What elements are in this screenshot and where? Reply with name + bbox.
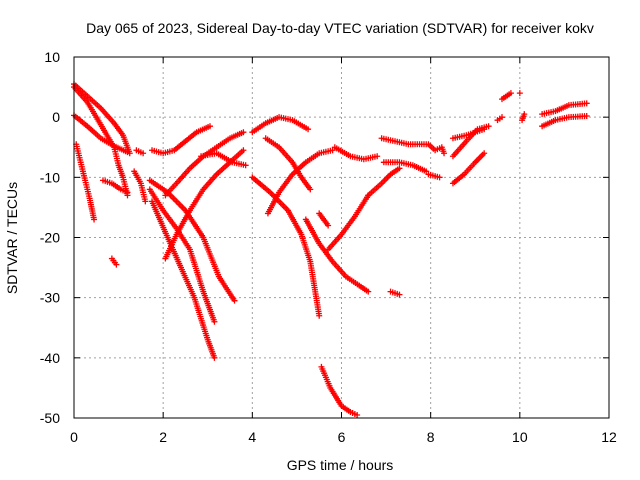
series-arc-34 (494, 114, 505, 124)
y-tick-label: -40 (40, 350, 60, 366)
y-tick-labels: -50 -40 -30 -20 -10 0 10 (40, 49, 60, 426)
data-point (583, 100, 590, 107)
data-point (211, 318, 218, 325)
series-arc-4 (73, 141, 98, 223)
data-point (206, 123, 213, 130)
data-point (507, 90, 514, 97)
data-point (481, 150, 488, 157)
series-arc-5 (99, 177, 131, 196)
data-point (142, 198, 149, 205)
series-arc-9 (149, 123, 213, 157)
series-arc-8 (131, 168, 149, 205)
data-point (242, 162, 249, 169)
y-tick-label: -10 (40, 169, 60, 185)
data-point (305, 126, 312, 133)
data-point (124, 149, 131, 156)
data-point (374, 153, 381, 160)
data-point (423, 168, 430, 175)
data-point (365, 288, 372, 295)
y-tick-label: 10 (44, 49, 60, 65)
data-point (124, 189, 131, 196)
y-tick-label: -50 (40, 410, 60, 426)
data-point (521, 111, 528, 118)
data-point (436, 174, 443, 181)
data-point (583, 112, 590, 119)
series-arc-35 (499, 90, 514, 103)
series-arc-21 (325, 192, 372, 253)
data-point (140, 150, 147, 157)
series-arc-36 (519, 111, 528, 124)
series-arc-12 (146, 177, 238, 304)
data-point (485, 123, 492, 130)
data-point (307, 186, 314, 193)
x-tick-label: 10 (512, 429, 528, 445)
series-arc-6 (108, 255, 120, 268)
series-arc-22 (331, 144, 381, 163)
series-arc-29 (425, 141, 448, 157)
series-arc-37 (516, 90, 523, 97)
series-arc-30 (425, 171, 443, 181)
x-tick-label: 0 (70, 429, 78, 445)
series-arc-27 (380, 159, 430, 175)
series-arc-3 (71, 112, 131, 156)
x-axis-label: GPS time / hours (287, 457, 394, 473)
series-arc-33 (449, 150, 488, 187)
series-arc-23 (365, 165, 403, 199)
data-point (211, 354, 218, 361)
series-arc-25 (318, 363, 361, 418)
x-tick-label: 4 (248, 429, 256, 445)
series-arc-39 (539, 100, 590, 118)
y-tick-label: -30 (40, 290, 60, 306)
x-tick-labels: 0 2 4 6 8 10 12 (70, 429, 617, 445)
series-arc-7 (133, 147, 147, 157)
series-arc-20 (302, 216, 372, 295)
x-tick-label: 8 (427, 429, 435, 445)
data-point (396, 291, 403, 298)
data-point (113, 261, 120, 268)
chart-title: Day 065 of 2023, Sidereal Day-to-day VTE… (86, 20, 594, 36)
series-arc-38 (539, 112, 590, 130)
data-point (240, 129, 247, 136)
x-tick-label: 6 (338, 429, 346, 445)
series-arc-13 (162, 147, 247, 262)
series-arc-15 (198, 150, 249, 169)
y-axis-label: SDTVAR / TECUs (4, 182, 20, 294)
data-point (329, 147, 336, 154)
series-arc-24 (316, 210, 332, 229)
y-tick-label: -20 (40, 230, 60, 246)
y-tick-label: 0 (52, 109, 60, 125)
plot-frame (73, 56, 610, 419)
series-arc-18 (249, 174, 323, 319)
data-point (240, 147, 247, 154)
data-point (231, 297, 238, 304)
series-arc-19 (262, 135, 314, 193)
series-arc-16 (249, 114, 312, 136)
series-arc-26 (378, 135, 430, 148)
data-marks (71, 81, 590, 418)
data-point (499, 114, 505, 121)
x-tick-label: 12 (601, 429, 617, 445)
data-point (516, 90, 523, 97)
x-tick-label: 2 (159, 429, 167, 445)
data-point (91, 216, 98, 223)
data-point (325, 222, 332, 229)
series-arc-32 (449, 123, 492, 160)
data-point (316, 312, 323, 319)
data-point (441, 150, 448, 157)
series-arc-11 (149, 198, 218, 361)
series-arc-28 (387, 288, 403, 298)
data-point (396, 165, 403, 172)
data-point (354, 411, 361, 418)
